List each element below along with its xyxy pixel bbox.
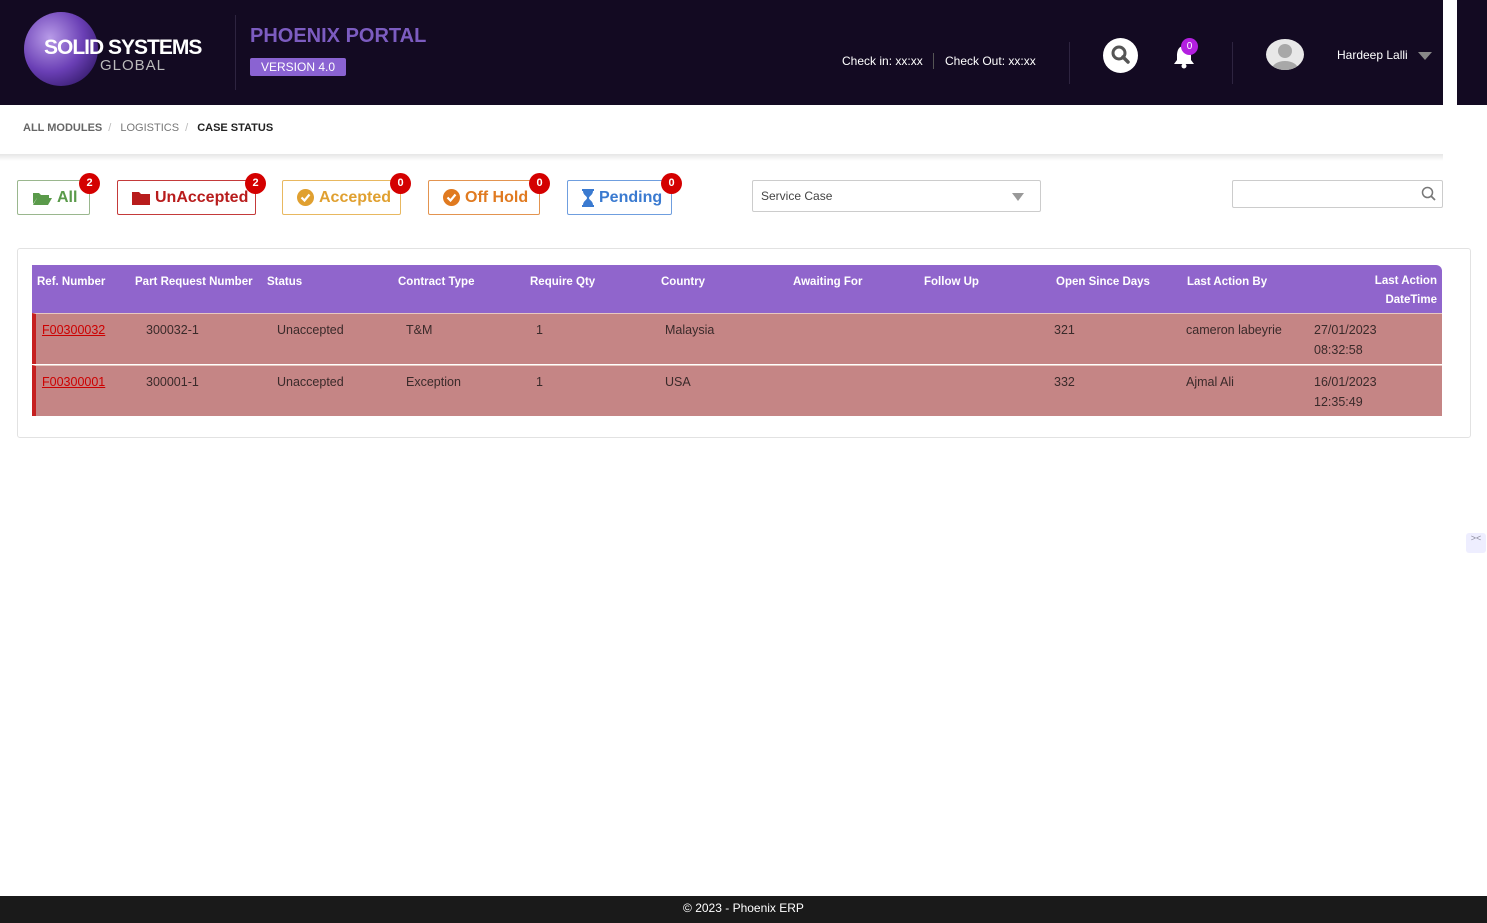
table-cell: 332: [1054, 375, 1075, 389]
table-cell: Exception: [406, 375, 461, 389]
side-widget-icon[interactable]: ><: [1466, 533, 1486, 553]
top-bar: [0, 0, 1443, 105]
folder-icon: [132, 192, 150, 205]
filter-label: Accepted: [319, 188, 392, 206]
column-header[interactable]: Last Action DateTime: [1374, 275, 1437, 306]
check-in: Check in: xx:xx: [842, 54, 923, 68]
table-cell: 300001-1: [146, 375, 199, 389]
filter-label: Pending: [599, 188, 663, 206]
table-cell: F00300032: [36, 314, 130, 364]
global-search-button[interactable]: [1103, 38, 1138, 73]
hourglass-icon: [582, 188, 594, 207]
table-cell: Unaccepted: [277, 375, 344, 389]
table-header: Ref. Number Part Request Number Status Cont…: [32, 265, 1442, 313]
globe-icon: [24, 12, 98, 86]
header-shadow: [0, 154, 1443, 161]
search-icon[interactable]: [1421, 186, 1437, 202]
filter-unaccepted-button[interactable]: UnAccepted 2: [117, 173, 266, 215]
column-header[interactable]: Last Action By: [1187, 276, 1268, 288]
portal-title: PHOENIX PORTAL: [250, 25, 427, 47]
filter-label: UnAccepted: [155, 188, 249, 206]
count-badge: 2: [79, 173, 100, 194]
table-cell: [788, 366, 919, 416]
user-name[interactable]: Hardeep Lalli: [1337, 48, 1408, 62]
count-badge: 2: [245, 173, 266, 194]
logo-text: SOLID SYSTEMS: [44, 36, 202, 59]
table-cell: 1: [536, 375, 543, 389]
search-icon: [1111, 45, 1130, 64]
filter-label: Off Hold: [465, 188, 529, 206]
table-cell: [919, 366, 1051, 416]
table-cell: T&M: [406, 323, 433, 337]
count-badge: 0: [390, 173, 411, 194]
count-badge: 0: [529, 173, 550, 194]
version-badge: VERSION 4.0: [250, 58, 347, 76]
chevron-down-icon: [1012, 193, 1024, 201]
check-circle-icon: [297, 189, 314, 206]
filter-off-hold-button[interactable]: Off Hold 0: [428, 173, 550, 215]
column-header[interactable]: Country: [661, 276, 706, 288]
footer: © 2023 - Phoenix ERP: [0, 896, 1487, 923]
table-cell: 1: [536, 323, 543, 337]
count-badge: 0: [661, 173, 682, 194]
filter-label: All: [57, 188, 78, 206]
breadcrumb-logistics[interactable]: LOGISTICS: [120, 122, 180, 134]
table-cell: cameron labeyrie: [1186, 323, 1282, 337]
top-bar-edge: [1457, 0, 1487, 105]
column-header[interactable]: Require Qty: [530, 276, 596, 288]
table-cell: 321: [1054, 323, 1075, 337]
table-cell: 300032-1: [146, 323, 199, 337]
check-out: Check Out: xx:xx: [945, 54, 1036, 68]
filter-accepted-button[interactable]: Accepted 0: [282, 173, 411, 215]
column-header[interactable]: Part Request Number: [135, 276, 253, 288]
filter-pending-button[interactable]: Pending 0: [567, 173, 682, 215]
divider: [1069, 42, 1070, 84]
breadcrumb: ALL MODULES / LOGISTICS / CASE STATUS: [23, 122, 279, 134]
divider: [1232, 42, 1233, 84]
results-card: [17, 248, 1471, 438]
logo-subtext: GLOBAL: [100, 57, 167, 74]
ref-number-link[interactable]: F00300001: [42, 375, 106, 389]
ref-number-link[interactable]: F00300032: [42, 323, 106, 337]
separator: /: [185, 122, 189, 134]
divider: [933, 53, 934, 69]
column-header[interactable]: Contract Type: [398, 276, 475, 288]
table-cell: [919, 314, 1051, 364]
table-cell: 27/01/2023 08:32:58: [1314, 323, 1377, 357]
check-circle-icon: [443, 189, 460, 206]
case-type-select[interactable]: Service Case: [752, 180, 1041, 212]
breadcrumb-current: CASE STATUS: [197, 122, 274, 134]
table-row[interactable]: F00300001 300001-1 Unaccepted Exception 1 USA…: [32, 365, 1442, 416]
column-header[interactable]: Ref. Number: [37, 276, 106, 288]
selected-value: Service Case: [761, 189, 833, 203]
folder-open-icon: [33, 192, 52, 205]
column-header[interactable]: Follow Up: [924, 276, 979, 288]
column-header[interactable]: Open Since Days: [1056, 276, 1150, 288]
table-cell: F00300001: [36, 366, 130, 416]
breadcrumb-all-modules[interactable]: ALL MODULES: [23, 122, 103, 134]
notification-count: 0: [1181, 38, 1198, 55]
column-header[interactable]: Awaiting For: [793, 276, 863, 288]
table-cell: Unaccepted: [277, 323, 344, 337]
user-icon: [1272, 44, 1298, 70]
table-cell: [788, 314, 919, 364]
table-row[interactable]: F00300032 300032-1 Unaccepted T&M 1 Malaysia 3…: [32, 313, 1442, 364]
table-cell: 16/01/2023 12:35:49: [1314, 375, 1377, 409]
company-logo[interactable]: SOLID SYSTEMS GLOBAL: [24, 12, 204, 87]
column-header[interactable]: Status: [267, 276, 303, 288]
avatar[interactable]: [1266, 39, 1304, 70]
chevron-down-icon[interactable]: [1418, 52, 1432, 60]
table-cell: Malaysia: [665, 323, 715, 337]
separator: /: [108, 122, 112, 134]
divider: [235, 15, 236, 90]
table-cell: USA: [665, 375, 691, 389]
search-input[interactable]: [1232, 180, 1443, 208]
table-cell: Ajmal Ali: [1186, 375, 1234, 389]
filter-all-button[interactable]: All 2: [17, 173, 100, 215]
